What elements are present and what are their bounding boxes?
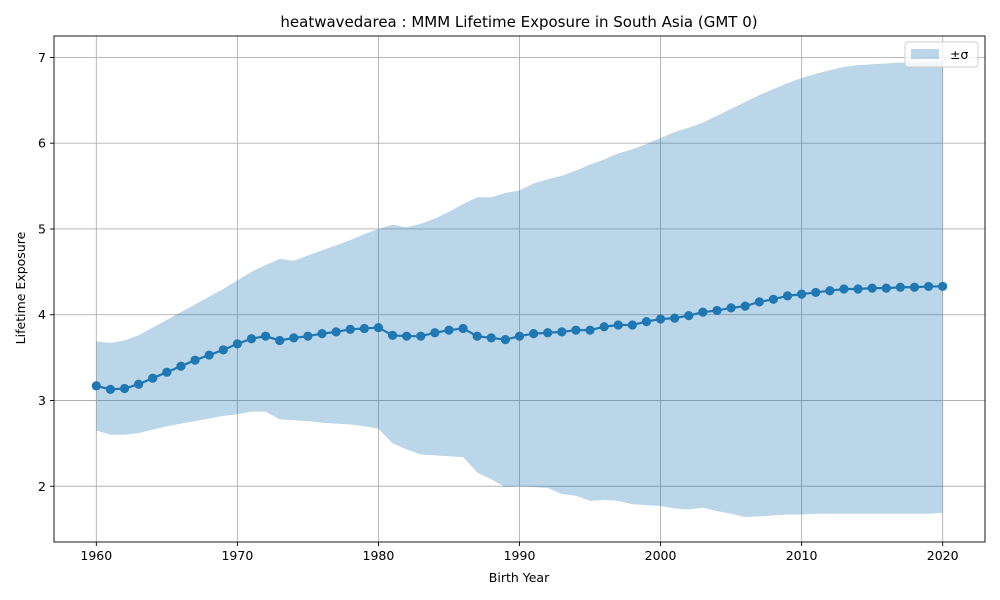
data-point (670, 313, 680, 323)
data-point (359, 323, 369, 334)
legend: ±σ (904, 41, 979, 68)
data-point (176, 361, 186, 371)
legend-label-band: ±σ (950, 47, 968, 62)
data-point (303, 331, 313, 341)
data-point (543, 328, 553, 338)
data-point (740, 301, 750, 311)
data-point (387, 330, 398, 340)
data-point (458, 323, 468, 334)
data-point (119, 383, 130, 394)
x-axis-label: Birth Year (489, 570, 550, 585)
x-tick-label: 2020 (927, 548, 959, 563)
data-point (204, 350, 214, 360)
legend-swatch-band (911, 49, 939, 59)
data-point (529, 329, 539, 339)
std-band (96, 61, 943, 518)
y-tick-label: 4 (38, 307, 46, 322)
x-tick-label: 1970 (221, 548, 253, 563)
chart-title: heatwavedarea : MMM Lifetime Exposure in… (280, 13, 757, 31)
plot-area: 1960 1970 1980 1990 2000 2010 2020 2 3 4 5 6 7 (38, 35, 986, 563)
data-point (289, 333, 299, 343)
data-point (260, 331, 271, 341)
grid-lines (54, 36, 985, 542)
data-point (246, 334, 257, 344)
data-point (867, 283, 877, 293)
x-tick-label: 2000 (645, 548, 677, 563)
data-point (585, 325, 595, 335)
data-point (557, 327, 567, 337)
data-point (655, 314, 666, 324)
data-point (430, 328, 440, 338)
data-point (627, 320, 637, 330)
data-point (599, 322, 609, 332)
y-tick-label: 3 (38, 393, 46, 408)
axis-ticks: 1960 1970 1980 1990 2000 2010 2020 2 3 4 5 6 7 (38, 50, 959, 563)
series-markers (91, 281, 948, 394)
x-tick-label: 1990 (504, 548, 536, 563)
data-point (613, 320, 623, 330)
data-point (641, 316, 652, 327)
data-point (416, 331, 426, 341)
data-point (571, 325, 581, 335)
data-point (712, 305, 722, 316)
x-tick-label: 2010 (786, 548, 818, 563)
y-axis-label: Lifetime Exposure (13, 231, 28, 344)
data-point (768, 294, 779, 304)
data-point (373, 322, 384, 333)
data-point (726, 303, 736, 313)
data-point (938, 281, 948, 292)
data-point (317, 329, 327, 339)
x-tick-label: 1980 (363, 548, 395, 563)
data-point (472, 331, 482, 341)
data-point (797, 289, 807, 299)
data-point (684, 310, 694, 321)
y-tick-label: 7 (38, 50, 46, 65)
data-point (698, 307, 708, 317)
data-point (909, 282, 920, 292)
y-tick-label: 5 (38, 221, 46, 236)
data-point (444, 325, 454, 335)
data-point (782, 291, 793, 301)
data-point (218, 345, 228, 355)
data-point (839, 284, 849, 294)
data-point (105, 384, 116, 394)
data-point (91, 381, 101, 391)
data-point (881, 283, 891, 293)
data-point (345, 324, 355, 334)
data-point (895, 282, 905, 292)
data-point (811, 287, 821, 298)
data-point (331, 327, 341, 337)
data-point (232, 339, 242, 349)
data-point (853, 284, 863, 294)
y-tick-label: 2 (38, 479, 46, 494)
data-point (486, 333, 496, 343)
data-point (923, 281, 934, 292)
data-point (134, 379, 144, 389)
x-tick-label: 1960 (80, 548, 112, 563)
data-point (500, 335, 510, 345)
data-point (402, 331, 412, 341)
legend-frame (904, 41, 979, 68)
data-point (275, 335, 285, 346)
y-tick-label: 6 (38, 136, 46, 151)
data-point (190, 355, 200, 365)
data-point (754, 297, 764, 307)
data-point (148, 373, 158, 383)
data-point (514, 331, 525, 341)
data-point (825, 286, 835, 296)
data-point (162, 367, 172, 377)
